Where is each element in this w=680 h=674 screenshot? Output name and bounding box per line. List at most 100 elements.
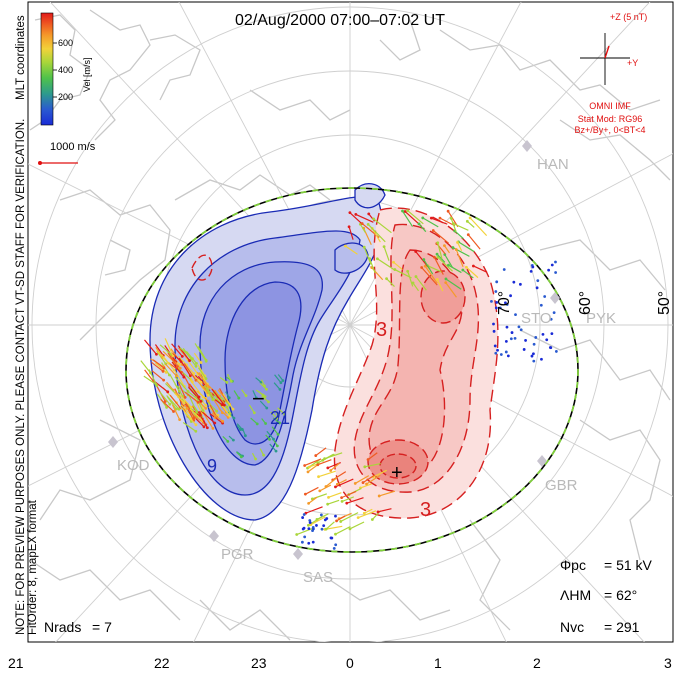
vector-origin	[494, 306, 498, 310]
velocity-vector	[171, 361, 185, 378]
velocity-vector	[341, 496, 355, 502]
velocity-vector	[432, 230, 449, 244]
velocity-vector	[324, 452, 343, 460]
velocity-vectors	[140, 209, 558, 550]
velocity-vector	[377, 508, 392, 513]
vector-origin	[307, 541, 311, 545]
velocity-vector	[431, 217, 448, 225]
station-label-sas: SAS	[303, 569, 333, 586]
velocity-vector	[337, 479, 347, 485]
velocity-vector	[166, 381, 174, 391]
velocity-vector	[296, 527, 314, 536]
velocity-vector	[171, 404, 181, 420]
velocity-vector	[373, 218, 392, 234]
vector-origin	[308, 519, 312, 522]
latitude-label-50: 50°	[656, 291, 673, 315]
velocity-vector	[445, 278, 462, 290]
velocity-vector	[427, 265, 443, 273]
contour-label-3-upper: 3	[376, 319, 387, 341]
vector-origin	[302, 513, 306, 516]
vector-origin	[510, 331, 514, 334]
imf-y-label: +Y	[627, 58, 638, 68]
velocity-vector	[211, 388, 225, 406]
plot-frame	[27, 1, 674, 643]
velocity-vector	[473, 265, 488, 273]
lambda-hm-value: = 62°	[604, 587, 637, 603]
vector-origin	[547, 268, 551, 272]
velocity-vector	[466, 266, 479, 279]
velocity-vector	[159, 344, 172, 355]
imf-clock: +Z (5 nT) +Y OMNI IMF Stat Mod: RG96 Bz+…	[574, 12, 647, 135]
velocity-vector	[367, 452, 378, 461]
vector-origin	[334, 514, 337, 518]
vector-origin	[554, 260, 557, 264]
velocity-vector	[458, 241, 475, 253]
vector-origin	[498, 306, 502, 310]
velocity-vector	[407, 271, 414, 287]
velocity-vector	[394, 269, 412, 279]
mlt-tick-0: 0	[346, 655, 354, 671]
velocity-vector	[453, 223, 469, 231]
velocity-vector	[165, 363, 177, 377]
velocity-vector	[273, 409, 279, 415]
velocity-vector	[437, 256, 453, 272]
station-marker-pyk	[550, 292, 560, 304]
velocity-vector	[401, 210, 414, 227]
velocity-vector	[310, 516, 326, 526]
velocity-vector	[220, 396, 230, 406]
nrads-value: = 7	[92, 619, 112, 635]
vector-origin	[499, 353, 503, 356]
vector-origin	[522, 348, 526, 351]
vector-origin	[496, 348, 499, 352]
preview-note: NOTE: FOR PREVIEW PURPOSES ONLY. PLEASE …	[15, 119, 27, 635]
velocity-vector	[152, 359, 165, 369]
velocity-vector	[195, 396, 204, 411]
velocity-vector	[304, 458, 322, 467]
contour-label-3-lower: 3	[420, 499, 431, 521]
vector-origin	[495, 301, 499, 304]
velocity-vector	[260, 379, 266, 387]
vector-origin	[504, 350, 508, 354]
velocity-vector	[250, 417, 258, 425]
velocity-vector	[373, 469, 387, 478]
velocity-vector	[364, 508, 373, 514]
velocity-vector	[196, 371, 210, 388]
velocity-vector	[349, 212, 362, 224]
vector-origin	[490, 299, 493, 303]
velocity-vector	[182, 422, 197, 432]
vector-origin	[308, 521, 312, 525]
velocity-vector	[364, 462, 381, 468]
velocity-vector	[362, 474, 376, 484]
velocity-vector	[160, 398, 174, 412]
mlt-tick-3: 3	[664, 655, 672, 671]
station-marker-kod	[108, 436, 118, 448]
velocity-vector	[360, 483, 372, 489]
velocity-vector	[259, 448, 265, 456]
vector-origin	[492, 322, 495, 326]
vector-origin	[517, 325, 521, 329]
velocity-vector	[252, 390, 257, 399]
velocity-vector	[195, 418, 205, 428]
contour-label-9: 9	[207, 456, 217, 476]
vector-origin	[300, 540, 304, 544]
contour-label-21: 21	[270, 408, 290, 428]
velocity-vector	[167, 352, 178, 368]
vector-origin	[311, 529, 314, 533]
velocity-vector	[418, 223, 427, 233]
potential-min-marker: −	[252, 386, 265, 411]
vector-origin	[509, 294, 512, 298]
vector-origin	[545, 338, 549, 342]
vector-origin	[532, 352, 535, 356]
mlt-tick-2: 2	[533, 655, 541, 671]
velocity-vector	[236, 425, 241, 430]
velocity-vector	[318, 470, 336, 478]
velocity-vector	[467, 234, 481, 250]
velocity-vector	[269, 443, 277, 452]
velocity-vector	[332, 471, 347, 481]
velocity-vector	[346, 497, 364, 504]
velocity-vector	[415, 276, 427, 291]
velocity-vector	[193, 352, 202, 363]
vector-origin	[505, 325, 509, 329]
velocity-vector	[178, 357, 191, 377]
